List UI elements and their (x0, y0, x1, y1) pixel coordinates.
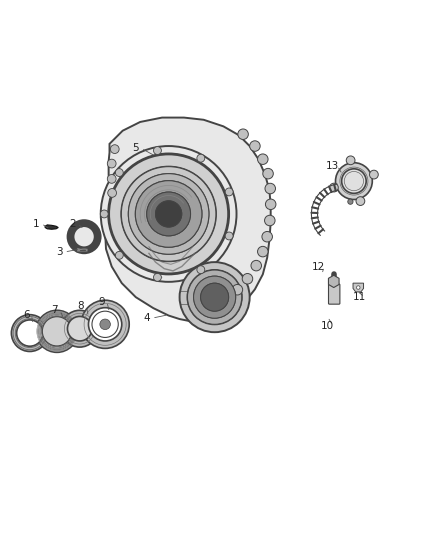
Circle shape (74, 226, 95, 247)
Circle shape (128, 174, 209, 254)
Circle shape (336, 163, 372, 199)
Circle shape (197, 266, 205, 273)
Circle shape (346, 156, 355, 165)
Circle shape (61, 310, 98, 347)
Circle shape (265, 199, 276, 209)
Circle shape (187, 270, 242, 324)
Circle shape (155, 201, 182, 227)
Circle shape (265, 183, 276, 194)
Circle shape (242, 273, 253, 284)
Circle shape (101, 146, 237, 282)
Circle shape (232, 285, 243, 295)
Text: 8: 8 (78, 301, 85, 311)
Circle shape (155, 201, 182, 227)
Polygon shape (328, 275, 339, 287)
Circle shape (128, 174, 209, 254)
Circle shape (201, 283, 229, 311)
Circle shape (100, 210, 108, 218)
Circle shape (262, 231, 272, 242)
Circle shape (197, 154, 205, 162)
Circle shape (153, 147, 161, 155)
Circle shape (107, 174, 116, 183)
Circle shape (342, 169, 366, 193)
Circle shape (225, 232, 233, 240)
Circle shape (11, 314, 48, 351)
FancyBboxPatch shape (77, 248, 88, 252)
Circle shape (222, 293, 232, 303)
Circle shape (258, 154, 268, 165)
Circle shape (115, 252, 123, 259)
Circle shape (81, 300, 129, 349)
Text: 3: 3 (56, 247, 63, 257)
Circle shape (17, 320, 43, 346)
Circle shape (110, 145, 119, 154)
Text: 13: 13 (325, 161, 339, 171)
Circle shape (225, 188, 233, 196)
Circle shape (121, 167, 216, 261)
Circle shape (251, 260, 261, 271)
Circle shape (147, 192, 191, 236)
Text: 12: 12 (312, 262, 325, 271)
Circle shape (107, 159, 116, 168)
Circle shape (250, 141, 260, 151)
Circle shape (194, 276, 236, 318)
Circle shape (135, 181, 202, 247)
Circle shape (108, 154, 229, 274)
Circle shape (108, 189, 117, 197)
Polygon shape (45, 225, 58, 229)
Circle shape (329, 183, 338, 192)
Circle shape (348, 199, 353, 204)
Circle shape (88, 308, 122, 341)
Circle shape (67, 220, 101, 253)
Circle shape (100, 319, 110, 329)
Circle shape (121, 167, 216, 261)
Circle shape (199, 302, 210, 313)
Text: 1: 1 (32, 219, 39, 229)
Circle shape (356, 197, 365, 205)
Circle shape (135, 181, 202, 247)
Text: 10: 10 (321, 321, 334, 330)
Text: 6: 6 (23, 310, 30, 320)
Circle shape (201, 283, 229, 311)
Text: 4: 4 (143, 313, 150, 323)
Circle shape (211, 299, 221, 310)
Circle shape (263, 168, 273, 179)
Circle shape (258, 246, 268, 257)
Text: 7: 7 (51, 305, 58, 316)
FancyBboxPatch shape (328, 284, 340, 304)
Circle shape (238, 129, 248, 140)
Circle shape (180, 262, 250, 332)
Circle shape (194, 276, 236, 318)
Circle shape (265, 215, 275, 226)
Polygon shape (353, 283, 364, 292)
Polygon shape (105, 118, 271, 322)
Circle shape (115, 168, 123, 176)
Circle shape (67, 317, 92, 341)
Circle shape (109, 155, 228, 273)
Circle shape (147, 192, 191, 236)
Circle shape (42, 317, 72, 346)
Circle shape (153, 273, 161, 281)
Text: 9: 9 (98, 296, 105, 306)
Text: 2: 2 (69, 219, 76, 229)
Text: 5: 5 (132, 143, 139, 154)
Circle shape (357, 286, 360, 289)
Text: 11: 11 (353, 292, 366, 302)
Circle shape (187, 270, 242, 324)
Circle shape (36, 310, 78, 352)
Circle shape (370, 170, 378, 179)
